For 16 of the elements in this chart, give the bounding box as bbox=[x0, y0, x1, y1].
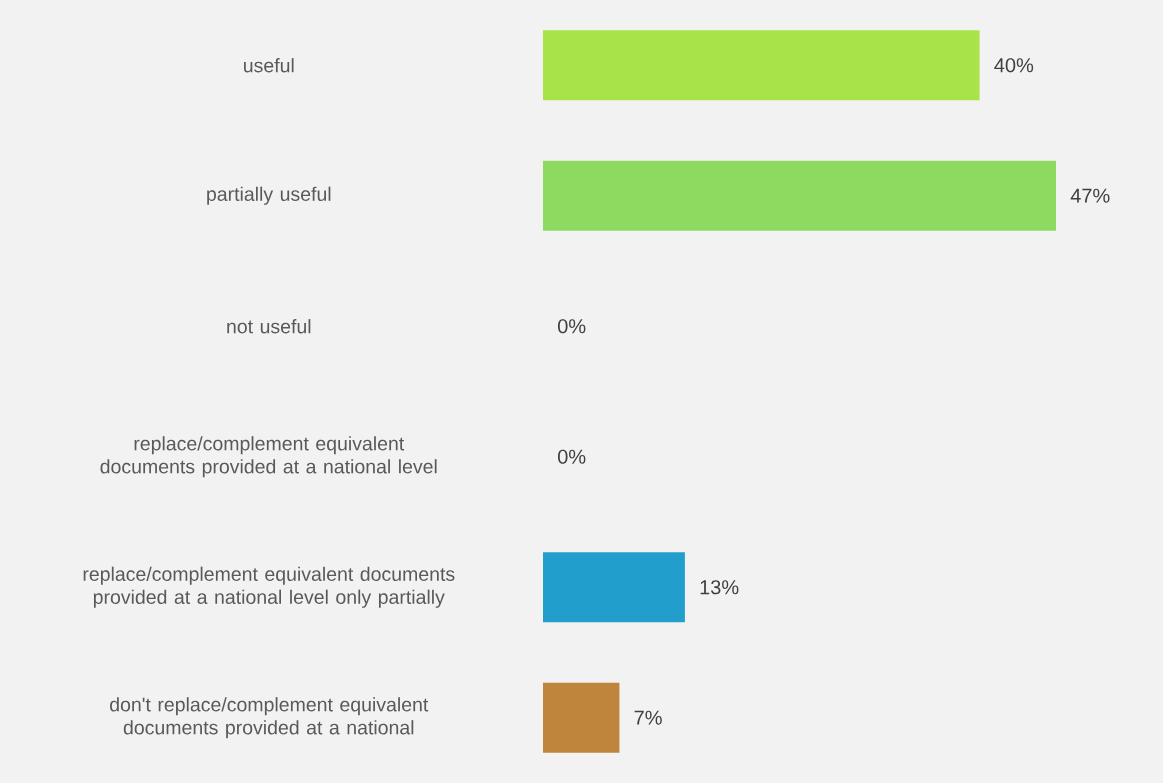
bar bbox=[543, 160, 1057, 231]
y-tick-label: partially useful bbox=[207, 186, 331, 205]
y-tick-label: replace/complement equivalent documents provided at a national level only partially bbox=[83, 566, 455, 608]
data-label: 7% bbox=[634, 710, 662, 725]
data-label: 0% bbox=[557, 319, 586, 334]
data-label: 0% bbox=[557, 449, 586, 464]
y-tick-label: don't replace/complement equivalent documents provided at a national bbox=[110, 697, 429, 739]
data-label: 47% bbox=[1070, 188, 1110, 203]
data-label: 13% bbox=[700, 580, 739, 595]
y-tick-label: not useful bbox=[227, 319, 311, 334]
bar bbox=[543, 30, 980, 101]
y-tick-label: useful bbox=[244, 58, 294, 73]
data-label: 40% bbox=[994, 58, 1034, 73]
y-tick-label: replace/complement equivalent documents provided at a national level bbox=[100, 436, 437, 478]
bar bbox=[543, 682, 620, 753]
bar bbox=[543, 552, 685, 623]
